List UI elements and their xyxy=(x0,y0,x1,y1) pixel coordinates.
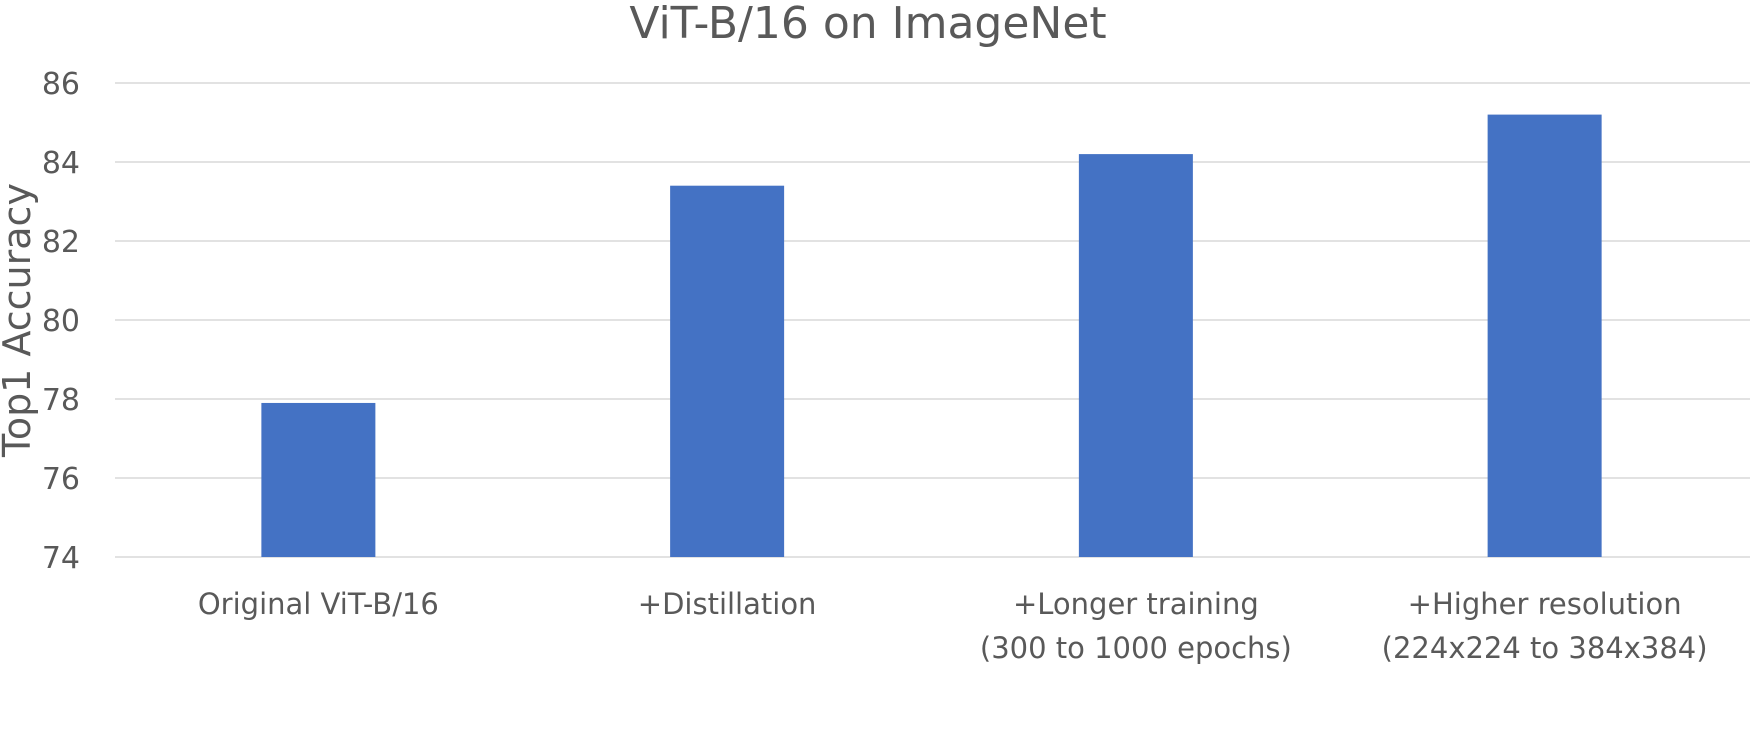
y-tick-label: 80 xyxy=(42,304,80,339)
bar xyxy=(670,185,785,557)
x-tick-label: +Distillation xyxy=(638,587,817,621)
bars xyxy=(261,114,1602,557)
y-axis-label: Top1 Accuracy xyxy=(0,183,39,458)
bar xyxy=(261,402,376,557)
y-tick-label: 78 xyxy=(42,383,80,418)
y-tick-labels: 74 76 78 80 82 84 86 xyxy=(42,67,80,576)
gridlines xyxy=(115,82,1750,558)
x-tick-label: +Higher resolution xyxy=(1408,587,1682,621)
y-tick-label: 84 xyxy=(42,146,80,181)
x-tick-label: Original ViT-B/16 xyxy=(198,587,439,621)
x-tick-labels: Original ViT-B/16 +Distillation +Longer tr… xyxy=(198,587,1708,665)
bar xyxy=(1487,114,1602,557)
x-tick-label: (300 to 1000 epochs) xyxy=(980,631,1292,665)
chart-title: ViT-B/16 on ImageNet xyxy=(629,0,1106,49)
bar xyxy=(1078,154,1193,557)
y-tick-label: 86 xyxy=(42,67,80,102)
x-tick-label: (224x224 to 384x384) xyxy=(1382,631,1708,665)
y-tick-label: 82 xyxy=(42,225,80,260)
x-tick-label: +Longer training xyxy=(1013,587,1259,621)
y-tick-label: 76 xyxy=(42,462,80,497)
y-tick-label: 74 xyxy=(42,541,80,576)
